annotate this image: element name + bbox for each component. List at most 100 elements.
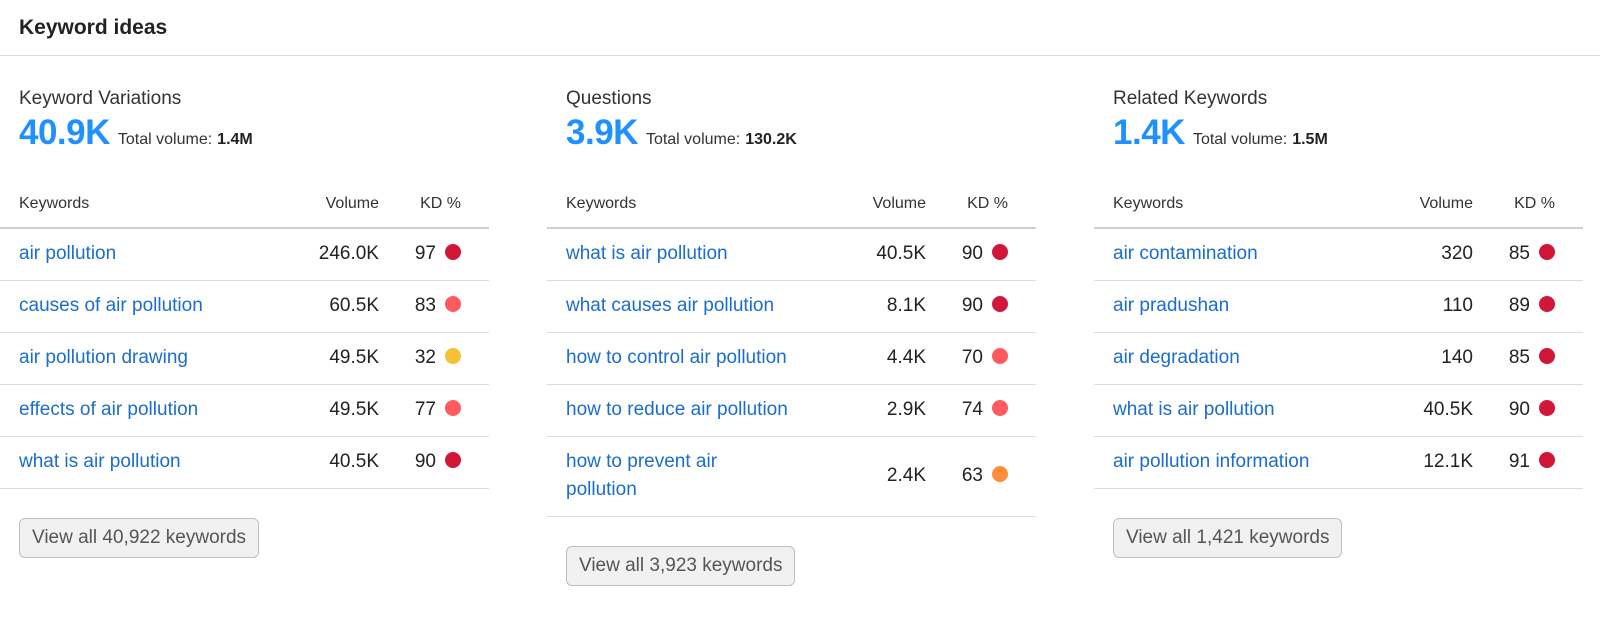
table-row: air pradushan 110 89 <box>1094 280 1583 333</box>
table-row: what is air pollution 40.5K 90 <box>1094 384 1583 437</box>
table-row: what is air pollution 40.5K 90 <box>0 436 489 489</box>
kd-value: 90 <box>414 451 436 472</box>
kd-value: 70 <box>961 347 983 368</box>
page-title: Keyword ideas <box>19 15 168 39</box>
kd-cell: 90 <box>379 436 489 489</box>
kd-difficulty-dot-icon <box>1539 452 1555 468</box>
table-row: air pollution 246.0K 97 <box>0 228 489 281</box>
total-volume-value: 1.4M <box>217 131 253 148</box>
keyword-cell: what causes air pollution <box>547 280 816 333</box>
kd-value: 89 <box>1508 295 1530 316</box>
keyword-link[interactable]: what is air pollution <box>566 243 728 265</box>
keyword-link[interactable]: causes of air pollution <box>19 295 203 316</box>
volume-cell: 246.0K <box>269 228 379 281</box>
panel-title: Related Keywords <box>1113 88 1268 109</box>
kd-value: 74 <box>961 399 983 420</box>
column-header-kd: KD % <box>379 180 489 229</box>
keyword-count: 1.4K <box>1113 113 1185 152</box>
kd-difficulty-dot-icon <box>992 348 1008 364</box>
kd-cell: 85 <box>1473 228 1583 281</box>
view-all-keywords-button[interactable]: View all 40,922 keywords <box>19 517 260 558</box>
kd-difficulty-dot-icon <box>445 452 461 468</box>
total-volume-value: 1.5M <box>1292 131 1328 148</box>
kd-value: 85 <box>1508 243 1530 265</box>
column-header-volume: Volume <box>816 180 926 229</box>
keyword-cell: air degradation <box>1094 332 1363 385</box>
kd-value: 85 <box>1508 347 1530 368</box>
panel-summary: 1.4K Total volume: 1.5M <box>1094 113 1583 153</box>
column-header-keywords: Keywords <box>547 180 816 229</box>
keyword-cell: air pollution <box>0 228 269 281</box>
kd-value: 90 <box>961 243 983 265</box>
column-header-keywords: Keywords <box>1094 180 1363 229</box>
kd-difficulty-dot-icon <box>445 244 461 261</box>
table-header-row: Keywords Volume KD % <box>0 180 489 229</box>
keyword-link[interactable]: what is air pollution <box>1113 399 1275 420</box>
column-header-kd: KD % <box>926 180 1036 229</box>
volume-cell: 2.4K <box>816 436 926 517</box>
table-header-row: Keywords Volume KD % <box>547 180 1036 229</box>
kd-difficulty-dot-icon <box>1539 400 1555 416</box>
keyword-table: Keywords Volume KD % air contamination 3… <box>1094 180 1583 489</box>
kd-cell: 89 <box>1473 280 1583 333</box>
keyword-table: Keywords Volume KD % what is air polluti… <box>547 180 1036 517</box>
column-header-keywords: Keywords <box>0 180 269 229</box>
kd-value: 91 <box>1508 451 1530 472</box>
view-all-keywords-button[interactable]: View all 1,421 keywords <box>1113 517 1343 558</box>
column-header-volume: Volume <box>269 180 379 229</box>
kd-difficulty-dot-icon <box>445 296 461 312</box>
column-header-kd: KD % <box>1473 180 1583 229</box>
total-volume-label: Total volume: <box>645 131 741 148</box>
keyword-count: 3.9K <box>566 113 638 152</box>
keyword-link[interactable]: how to prevent air pollution <box>566 451 718 500</box>
volume-cell: 140 <box>1363 332 1473 385</box>
panel-summary: 3.9K Total volume: 130.2K <box>547 113 1036 153</box>
keyword-cell: air pollution drawing <box>0 332 269 385</box>
table-row: how to prevent air pollution 2.4K 63 <box>547 436 1036 517</box>
volume-cell: 40.5K <box>269 436 379 489</box>
keyword-link[interactable]: what causes air pollution <box>566 295 775 316</box>
table-row: causes of air pollution 60.5K 83 <box>0 280 489 333</box>
kd-cell: 91 <box>1473 436 1583 489</box>
volume-cell: 8.1K <box>816 280 926 333</box>
keyword-link[interactable]: air degradation <box>1113 347 1240 368</box>
kd-difficulty-dot-icon <box>1539 244 1555 261</box>
panel-questions: Questions 3.9K Total volume: 130.2K Keyw… <box>547 56 1036 586</box>
kd-difficulty-dot-icon <box>992 244 1008 261</box>
table-row: how to control air pollution 4.4K 70 <box>547 332 1036 385</box>
view-all-keywords-button[interactable]: View all 3,923 keywords <box>566 545 796 586</box>
kd-cell: 83 <box>379 280 489 333</box>
kd-cell: 90 <box>926 228 1036 281</box>
keyword-link[interactable]: air pollution drawing <box>19 347 188 368</box>
keyword-link[interactable]: effects of air pollution <box>19 399 199 420</box>
keyword-count: 40.9K <box>19 113 110 152</box>
table-row: air degradation 140 85 <box>1094 332 1583 385</box>
keyword-panels: Keyword Variations 40.9K Total volume: 1… <box>0 56 1600 586</box>
keyword-link[interactable]: how to control air pollution <box>566 347 787 368</box>
keyword-link[interactable]: air pradushan <box>1113 295 1230 316</box>
kd-cell: 85 <box>1473 332 1583 385</box>
panel-keyword-variations: Keyword Variations 40.9K Total volume: 1… <box>0 56 489 586</box>
keyword-cell: causes of air pollution <box>0 280 269 333</box>
keyword-cell: air pradushan <box>1094 280 1363 333</box>
keyword-cell: air contamination <box>1094 228 1363 281</box>
panel-summary: 40.9K Total volume: 1.4M <box>0 113 489 153</box>
keyword-link[interactable]: air pollution <box>19 243 117 265</box>
kd-difficulty-dot-icon <box>445 400 461 416</box>
volume-cell: 40.5K <box>816 228 926 281</box>
volume-cell: 4.4K <box>816 332 926 385</box>
kd-value: 83 <box>414 295 436 316</box>
page-header: Keyword ideas <box>0 0 1600 56</box>
total-volume-label: Total volume: <box>1192 131 1288 148</box>
total-volume-value: 130.2K <box>745 131 797 148</box>
keyword-cell: effects of air pollution <box>0 384 269 437</box>
panel-related-keywords: Related Keywords 1.4K Total volume: 1.5M… <box>1094 56 1583 586</box>
kd-value: 32 <box>414 347 436 368</box>
kd-value: 77 <box>414 399 436 420</box>
keyword-link[interactable]: how to reduce air pollution <box>566 399 788 420</box>
kd-cell: 77 <box>379 384 489 437</box>
keyword-cell: what is air pollution <box>547 228 816 281</box>
keyword-link[interactable]: air pollution information <box>1113 451 1310 472</box>
keyword-link[interactable]: what is air pollution <box>19 451 181 472</box>
keyword-link[interactable]: air contamination <box>1113 243 1258 265</box>
